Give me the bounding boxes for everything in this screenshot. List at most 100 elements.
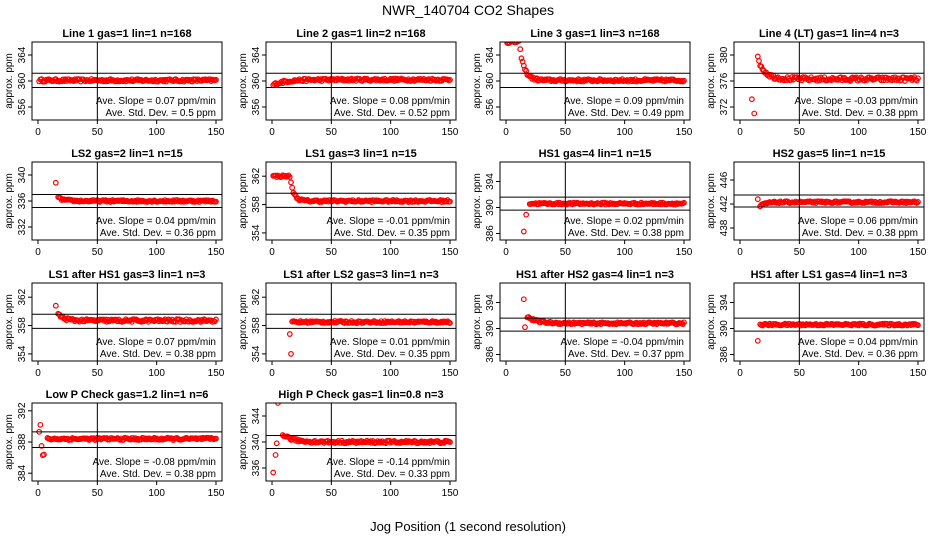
data-point xyxy=(515,42,521,45)
slope-annotation: Ave. Slope = -0.03 ppm/min xyxy=(795,96,919,107)
data-point xyxy=(213,435,219,442)
data-point xyxy=(52,302,59,309)
data-point xyxy=(291,191,298,198)
x-tick-label: 50 xyxy=(92,247,104,258)
x-tick-label: 150 xyxy=(676,247,693,258)
x-tick-label: 100 xyxy=(850,368,867,379)
stddev-annotation: Ave. Std. Dev. = 0.35 ppm xyxy=(334,349,450,360)
panel-1: Line 1 gas=1 lin=1 n=168 0 50 100 150 356 360 3… xyxy=(4,28,225,138)
data-point xyxy=(748,96,755,103)
x-tick-label: 100 xyxy=(616,127,633,138)
x-tick-label: 50 xyxy=(326,368,338,379)
y-tick-label: 376 xyxy=(719,72,730,89)
stddev-annotation: Ave. Std. Dev. = 0.38 ppm xyxy=(100,469,216,480)
x-tick-label: 50 xyxy=(92,488,104,499)
y-tick-label: 386 xyxy=(485,225,496,242)
y-tick-label: 356 xyxy=(485,98,496,115)
data-point xyxy=(37,421,44,428)
panel-title: Line 3 gas=1 lin=3 n=168 xyxy=(530,28,659,40)
panel-9: LS1 after HS1 gas=3 lin=1 n=3 0 50 100 150 35… xyxy=(4,269,225,379)
stddev-annotation: Ave. Std. Dev. = 0.37 ppm xyxy=(568,349,684,360)
data-point xyxy=(359,439,366,446)
data-point xyxy=(345,439,351,446)
x-tick-label: 100 xyxy=(148,127,165,138)
y-tick-label: 356 xyxy=(17,98,28,115)
data-point xyxy=(213,198,219,205)
x-tick-label: 150 xyxy=(208,368,225,379)
x-tick-label: 100 xyxy=(850,127,867,138)
panel-3: Line 3 gas=1 lin=3 n=168 0 50 100 150 356 360 3… xyxy=(472,28,693,138)
x-tick-label: 0 xyxy=(269,368,275,379)
slope-annotation: Ave. Slope = -0.01 ppm/min xyxy=(327,216,451,227)
x-tick-label: 0 xyxy=(737,127,743,138)
y-tick-label: 362 xyxy=(251,288,262,305)
x-tick-label: 50 xyxy=(326,127,338,138)
y-axis-label: approx. ppm xyxy=(4,414,15,470)
plot-frame xyxy=(265,282,457,362)
x-tick-label: 150 xyxy=(442,247,459,258)
panel-title: Line 2 gas=1 lin=2 n=168 xyxy=(296,28,425,40)
x-tick-label: 100 xyxy=(382,247,399,258)
data-point xyxy=(443,319,450,326)
slope-annotation: Ave. Slope = 0.09 ppm/min xyxy=(564,96,684,107)
data-points xyxy=(286,318,453,357)
x-tick-label: 0 xyxy=(35,127,41,138)
x-tick-label: 100 xyxy=(382,127,399,138)
x-tick-label: 100 xyxy=(850,247,867,258)
data-points xyxy=(754,196,921,210)
panel-title: LS1 after LS2 gas=3 lin=1 n=3 xyxy=(283,269,439,281)
panel-title: HS1 after LS1 gas=4 lin=1 n=3 xyxy=(751,269,908,281)
data-point xyxy=(522,324,528,331)
data-point xyxy=(856,320,863,327)
data-points xyxy=(520,296,687,331)
panel-10: LS1 after LS2 gas=3 lin=1 n=3 0 50 100 150 35… xyxy=(238,269,459,379)
y-axis-label: approx. ppm xyxy=(4,294,15,350)
stddev-annotation: Ave. Std. Dev. = 0.35 ppm xyxy=(334,228,450,239)
y-tick-label: 386 xyxy=(485,346,496,363)
panel-14: High P Check gas=1 lin=0.8 n=3 0 50 100 150 3… xyxy=(238,389,459,499)
y-tick-label: 360 xyxy=(251,72,262,89)
data-point xyxy=(758,63,765,70)
y-axis-label: approx. ppm xyxy=(472,53,483,109)
slope-annotation: Ave. Slope = 0.01 ppm/min xyxy=(330,337,450,348)
panel-title: LS1 gas=3 lin=1 n=15 xyxy=(305,148,417,160)
panel-6: LS1 gas=3 lin=1 n=15 0 50 100 150 354 358 362ap… xyxy=(238,148,459,258)
data-point xyxy=(681,199,687,206)
x-tick-label: 50 xyxy=(560,368,572,379)
x-tick-label: 150 xyxy=(442,368,459,379)
panel-13: Low P Check gas=1.2 lin=1 n=6 0 50 100 150 38… xyxy=(4,389,225,499)
data-points xyxy=(270,403,453,476)
y-tick-label: 358 xyxy=(17,317,28,334)
x-tick-label: 0 xyxy=(503,247,509,258)
plot-frame xyxy=(31,282,223,362)
panel-title: Line 1 gas=1 lin=1 n=168 xyxy=(62,28,191,40)
x-tick-label: 100 xyxy=(382,368,399,379)
plot-frame xyxy=(499,282,691,362)
y-tick-label: 364 xyxy=(17,46,28,63)
plot-frame xyxy=(733,282,925,362)
y-tick-label: 360 xyxy=(17,72,28,89)
y-tick-label: 332 xyxy=(17,218,28,235)
data-point xyxy=(915,199,921,205)
x-tick-label: 50 xyxy=(794,368,806,379)
y-tick-label: 442 xyxy=(719,195,730,212)
stddev-annotation: Ave. Std. Dev. = 0.38 ppm xyxy=(100,349,216,360)
y-tick-label: 394 xyxy=(485,294,496,311)
y-tick-label: 362 xyxy=(251,167,262,184)
data-point xyxy=(444,76,451,83)
x-tick-label: 150 xyxy=(910,368,927,379)
data-point xyxy=(447,76,453,83)
y-tick-label: 380 xyxy=(719,46,730,63)
y-tick-label: 358 xyxy=(251,317,262,334)
x-tick-label: 0 xyxy=(737,247,743,258)
y-tick-label: 356 xyxy=(251,98,262,115)
x-tick-label: 50 xyxy=(326,488,338,499)
data-point xyxy=(520,296,527,303)
data-points xyxy=(36,421,219,459)
panel-title: LS2 gas=2 lin=1 n=15 xyxy=(71,148,183,160)
data-points xyxy=(270,75,453,88)
data-point xyxy=(878,77,885,84)
x-tick-label: 50 xyxy=(560,127,572,138)
slope-annotation: Ave. Slope = -0.04 ppm/min xyxy=(561,337,685,348)
y-tick-label: 354 xyxy=(251,224,262,241)
